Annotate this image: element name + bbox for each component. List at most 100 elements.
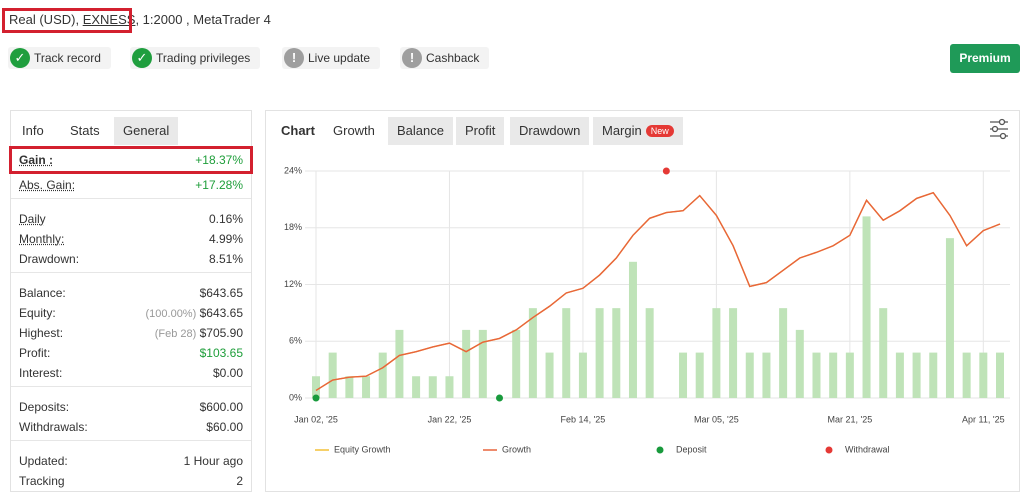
line xyxy=(315,191,1001,392)
tab[interactable]: Drawdown xyxy=(510,117,590,145)
stat-number: 0.16% xyxy=(208,212,243,226)
bar xyxy=(612,308,621,398)
premium-button[interactable]: Premium xyxy=(950,44,1020,73)
stat-number: +18.37% xyxy=(195,153,243,167)
tab[interactable]: Info xyxy=(22,123,44,138)
x-tick-label: Apr 11, '25 xyxy=(962,414,1005,424)
stat-row: Gain : +18.37% xyxy=(19,151,243,169)
stat-value: +17.28% xyxy=(195,176,243,194)
settings-icon[interactable] xyxy=(990,118,1008,140)
tab-label: Balance xyxy=(397,123,444,138)
bar xyxy=(328,352,337,398)
bar xyxy=(378,352,387,398)
bar xyxy=(996,352,1004,398)
stat-number: 2 xyxy=(236,474,243,488)
bar xyxy=(712,308,721,398)
tab[interactable]: Balance xyxy=(388,117,453,145)
badge: ✓ Trading privileges xyxy=(130,47,261,69)
bar xyxy=(528,308,537,398)
account-header: Real (USD), EXNESS, 1:2000 , MetaTrader … xyxy=(9,12,271,27)
bar xyxy=(545,352,554,398)
stat-label: Monthly: xyxy=(19,232,65,246)
bar xyxy=(912,352,921,398)
x-tick-label: Jan 22, '25 xyxy=(428,414,472,424)
tab[interactable]: Profit xyxy=(456,117,505,145)
bar xyxy=(428,376,437,398)
stat-label: Abs. Gain: xyxy=(19,178,76,192)
x-tick-label: Mar 05, '25 xyxy=(694,414,739,424)
bar xyxy=(362,376,371,398)
badge: ! Live update xyxy=(282,47,381,69)
bar xyxy=(929,352,938,398)
stat-value: $60.00 xyxy=(206,418,243,436)
stat-value: 1 Hour ago xyxy=(184,452,243,470)
bar xyxy=(729,308,738,398)
tab[interactable]: General xyxy=(114,117,179,145)
tab-label: Margin xyxy=(602,123,642,138)
separator xyxy=(11,198,251,199)
x-tick-label: Feb 14, '25 xyxy=(561,414,606,424)
bar xyxy=(845,352,854,398)
stat-row: Withdrawals: $60.00 xyxy=(19,418,243,436)
tab-label: Profit xyxy=(465,123,496,138)
bar xyxy=(312,376,320,398)
broker[interactable]: EXNESS xyxy=(82,12,136,27)
stat-row: Updated: 1 Hour ago xyxy=(19,452,243,470)
chart-panel: Chart Growth Balance Profit Drawdown Margin Ne… xyxy=(265,110,1020,492)
tab[interactable]: Stats xyxy=(61,117,109,145)
separator xyxy=(11,440,251,441)
stat-label: Profit: xyxy=(19,346,51,360)
bar xyxy=(779,308,788,398)
stat-value: 4.99% xyxy=(209,230,243,248)
bar xyxy=(979,352,988,398)
stat-value: 2 xyxy=(236,472,243,490)
tab[interactable]: Chart xyxy=(272,117,324,145)
bar xyxy=(879,308,888,398)
tab-label: Growth xyxy=(333,123,375,138)
y-tick-label: 18% xyxy=(284,222,302,232)
highlight-box xyxy=(2,8,132,33)
stat-label: Interest: xyxy=(19,366,63,380)
bar xyxy=(512,329,521,398)
bar xyxy=(478,329,487,398)
stat-value: 0.16% xyxy=(209,210,243,228)
separator xyxy=(11,386,251,387)
bar xyxy=(895,352,904,398)
legend-swatch xyxy=(656,446,664,454)
point xyxy=(662,167,670,175)
stat-label: Drawdown: xyxy=(19,252,80,266)
stat-label: Gain : xyxy=(19,153,54,167)
bar xyxy=(345,376,354,398)
stat-number: $0.00 xyxy=(212,366,243,380)
badge-label: Cashback xyxy=(426,51,480,65)
tab[interactable]: Growth xyxy=(324,117,384,145)
bar xyxy=(945,238,954,398)
bar xyxy=(862,216,871,398)
bar xyxy=(679,352,688,398)
stat-row: Tracking 2 xyxy=(19,472,243,490)
stat-label: Withdrawals: xyxy=(19,420,88,434)
point xyxy=(312,394,320,402)
bar xyxy=(562,308,571,398)
stat-number: +17.28% xyxy=(195,178,243,192)
stat-row: Balance: $643.65 xyxy=(19,284,243,302)
account-details: , 1:2000 , MetaTrader 4 xyxy=(135,12,271,27)
stat-number: 4.99% xyxy=(208,232,243,246)
stat-value: $0.00 xyxy=(213,364,243,382)
bar xyxy=(812,352,821,398)
stat-row: Equity: (100.00%) $643.65 xyxy=(19,304,243,322)
stat-number: $643.65 xyxy=(199,286,243,300)
bar xyxy=(595,308,604,398)
x-tick-label: Jan 02, '25 xyxy=(294,414,338,424)
stat-value: (100.00%) $643.65 xyxy=(146,304,244,323)
bar xyxy=(645,308,654,398)
tab-label: Chart xyxy=(281,123,315,138)
bar xyxy=(628,261,637,398)
legend-label: Withdrawal xyxy=(845,444,890,454)
badge-icon: ! xyxy=(284,48,304,68)
new-badge: New xyxy=(645,125,674,137)
stat-number: $643.65 xyxy=(199,306,243,320)
separator xyxy=(11,272,251,273)
legend-label: Equity Growth xyxy=(334,444,391,454)
tab[interactable]: Margin New xyxy=(593,117,683,145)
